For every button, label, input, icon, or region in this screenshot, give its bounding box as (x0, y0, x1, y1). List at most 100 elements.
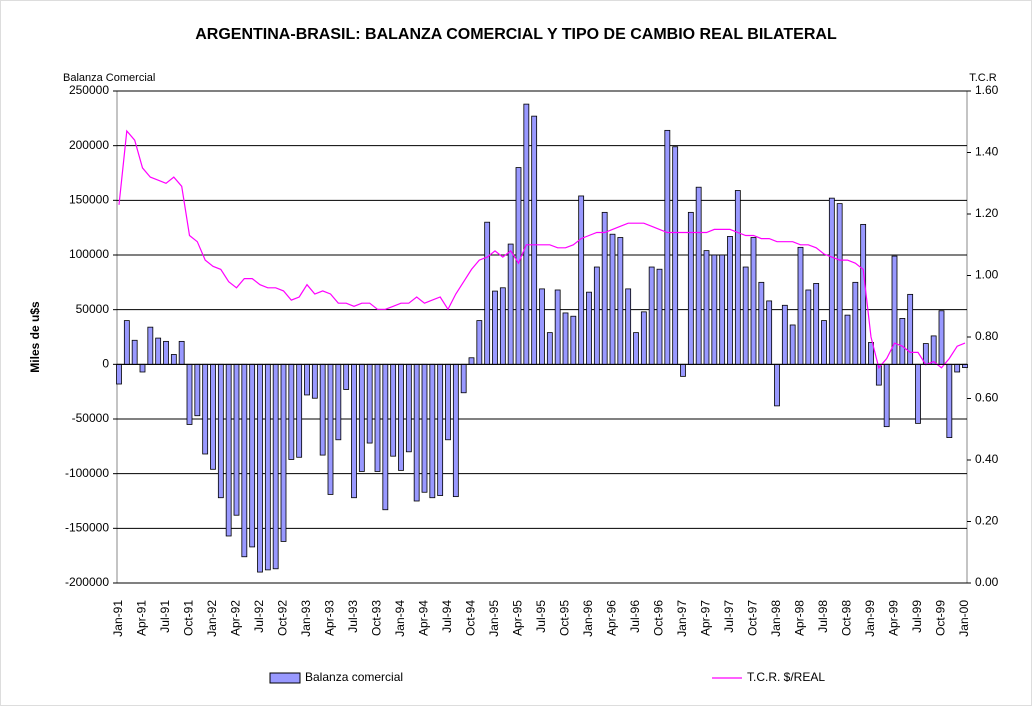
bar (539, 288, 545, 365)
x-tick-label: Apr-93 (323, 600, 337, 636)
x-tick-label: Jan-91 (111, 600, 125, 637)
bar (899, 318, 906, 365)
bar (319, 363, 326, 456)
bar (351, 363, 357, 499)
bar (672, 146, 679, 365)
bar (429, 363, 436, 499)
bar (891, 255, 898, 365)
y2-tick-label: 1.20 (975, 206, 999, 220)
bar (883, 363, 890, 428)
x-tick-label: Jan-92 (205, 600, 219, 637)
y2-tick-label: 1.40 (975, 145, 999, 159)
bar (296, 363, 303, 458)
bar (374, 363, 381, 472)
x-tick-label: Oct-95 (558, 600, 572, 636)
bar (954, 363, 961, 373)
x-tick-label: Apr-94 (417, 600, 431, 636)
bar (398, 363, 404, 471)
x-tick-label: Oct-93 (370, 600, 384, 636)
bar (617, 237, 624, 365)
bar (774, 363, 780, 407)
bar (523, 103, 530, 365)
bar (625, 288, 632, 365)
bar (719, 254, 726, 365)
x-tick-label: Jan-97 (675, 600, 689, 637)
y2-tick-label: 1.00 (975, 268, 999, 282)
bar (578, 195, 585, 365)
bar (734, 190, 741, 365)
bar (930, 335, 937, 365)
bar (257, 363, 263, 573)
bar (335, 363, 342, 441)
x-tick-label: Apr-96 (605, 600, 619, 636)
bar (437, 363, 444, 496)
bar (828, 197, 835, 365)
bar (280, 363, 287, 542)
bar (186, 363, 193, 425)
y-tick-label: -150000 (65, 521, 109, 535)
bar (147, 326, 154, 365)
x-tick-label: Jan-99 (863, 600, 877, 637)
y2-tick-label: 0.40 (975, 452, 999, 466)
bar (781, 304, 788, 365)
bar (507, 243, 514, 365)
x-tick-label: Apr-99 (887, 600, 901, 636)
bar (546, 332, 553, 365)
bar (789, 324, 796, 365)
y2-tick-label: 0.80 (975, 329, 999, 343)
bar (139, 363, 146, 373)
y-tick-label: -50000 (72, 411, 110, 425)
bar (695, 186, 702, 365)
bar (327, 363, 334, 495)
bar (155, 337, 162, 365)
x-tick-label: Jan-94 (393, 600, 407, 637)
x-tick-label: Jan-00 (957, 600, 971, 637)
bar (468, 357, 475, 365)
bar (452, 363, 459, 498)
x-tick-label: Jan-98 (769, 600, 783, 637)
bar (460, 363, 467, 394)
bar (264, 363, 271, 571)
bar (178, 340, 185, 365)
bar (382, 363, 389, 511)
bar (680, 363, 686, 377)
legend-label: T.C.R. $/REAL (747, 670, 825, 684)
bar (687, 211, 694, 365)
bar (515, 167, 522, 365)
bar (217, 363, 224, 499)
chart-title: ARGENTINA-BRASIL: BALANZA COMERCIAL Y TI… (195, 26, 837, 43)
bar (123, 320, 130, 365)
legend-swatch (269, 672, 301, 684)
bar (343, 363, 350, 390)
bar (946, 363, 953, 438)
bar (633, 332, 639, 365)
bar (531, 115, 538, 365)
bar (609, 233, 616, 365)
bar (492, 290, 498, 365)
y-tick-label: 100000 (69, 247, 109, 261)
bar (570, 315, 577, 365)
x-tick-label: Apr-97 (699, 600, 713, 636)
bar (131, 339, 138, 365)
x-tick-label: Jul-95 (534, 600, 548, 633)
bar (703, 250, 710, 365)
x-tick-label: Jan-93 (299, 600, 313, 637)
bar (202, 363, 209, 455)
y2-tick-label: 0.60 (975, 391, 999, 405)
y2-tick-label: 1.60 (975, 83, 999, 97)
bar (821, 320, 827, 365)
bar (210, 363, 216, 470)
bar (421, 363, 428, 493)
bar (413, 363, 420, 502)
bar (241, 363, 248, 558)
bar (476, 320, 483, 365)
bar (562, 312, 569, 365)
y2-axis-caption: T.C.R (969, 72, 997, 84)
y-tick-label: 50000 (76, 302, 110, 316)
y-tick-label: 200000 (69, 138, 109, 152)
bar (586, 291, 592, 365)
y2-tick-label: 0.20 (975, 514, 999, 528)
x-tick-label: Jul-91 (158, 600, 172, 633)
bar (445, 363, 451, 441)
